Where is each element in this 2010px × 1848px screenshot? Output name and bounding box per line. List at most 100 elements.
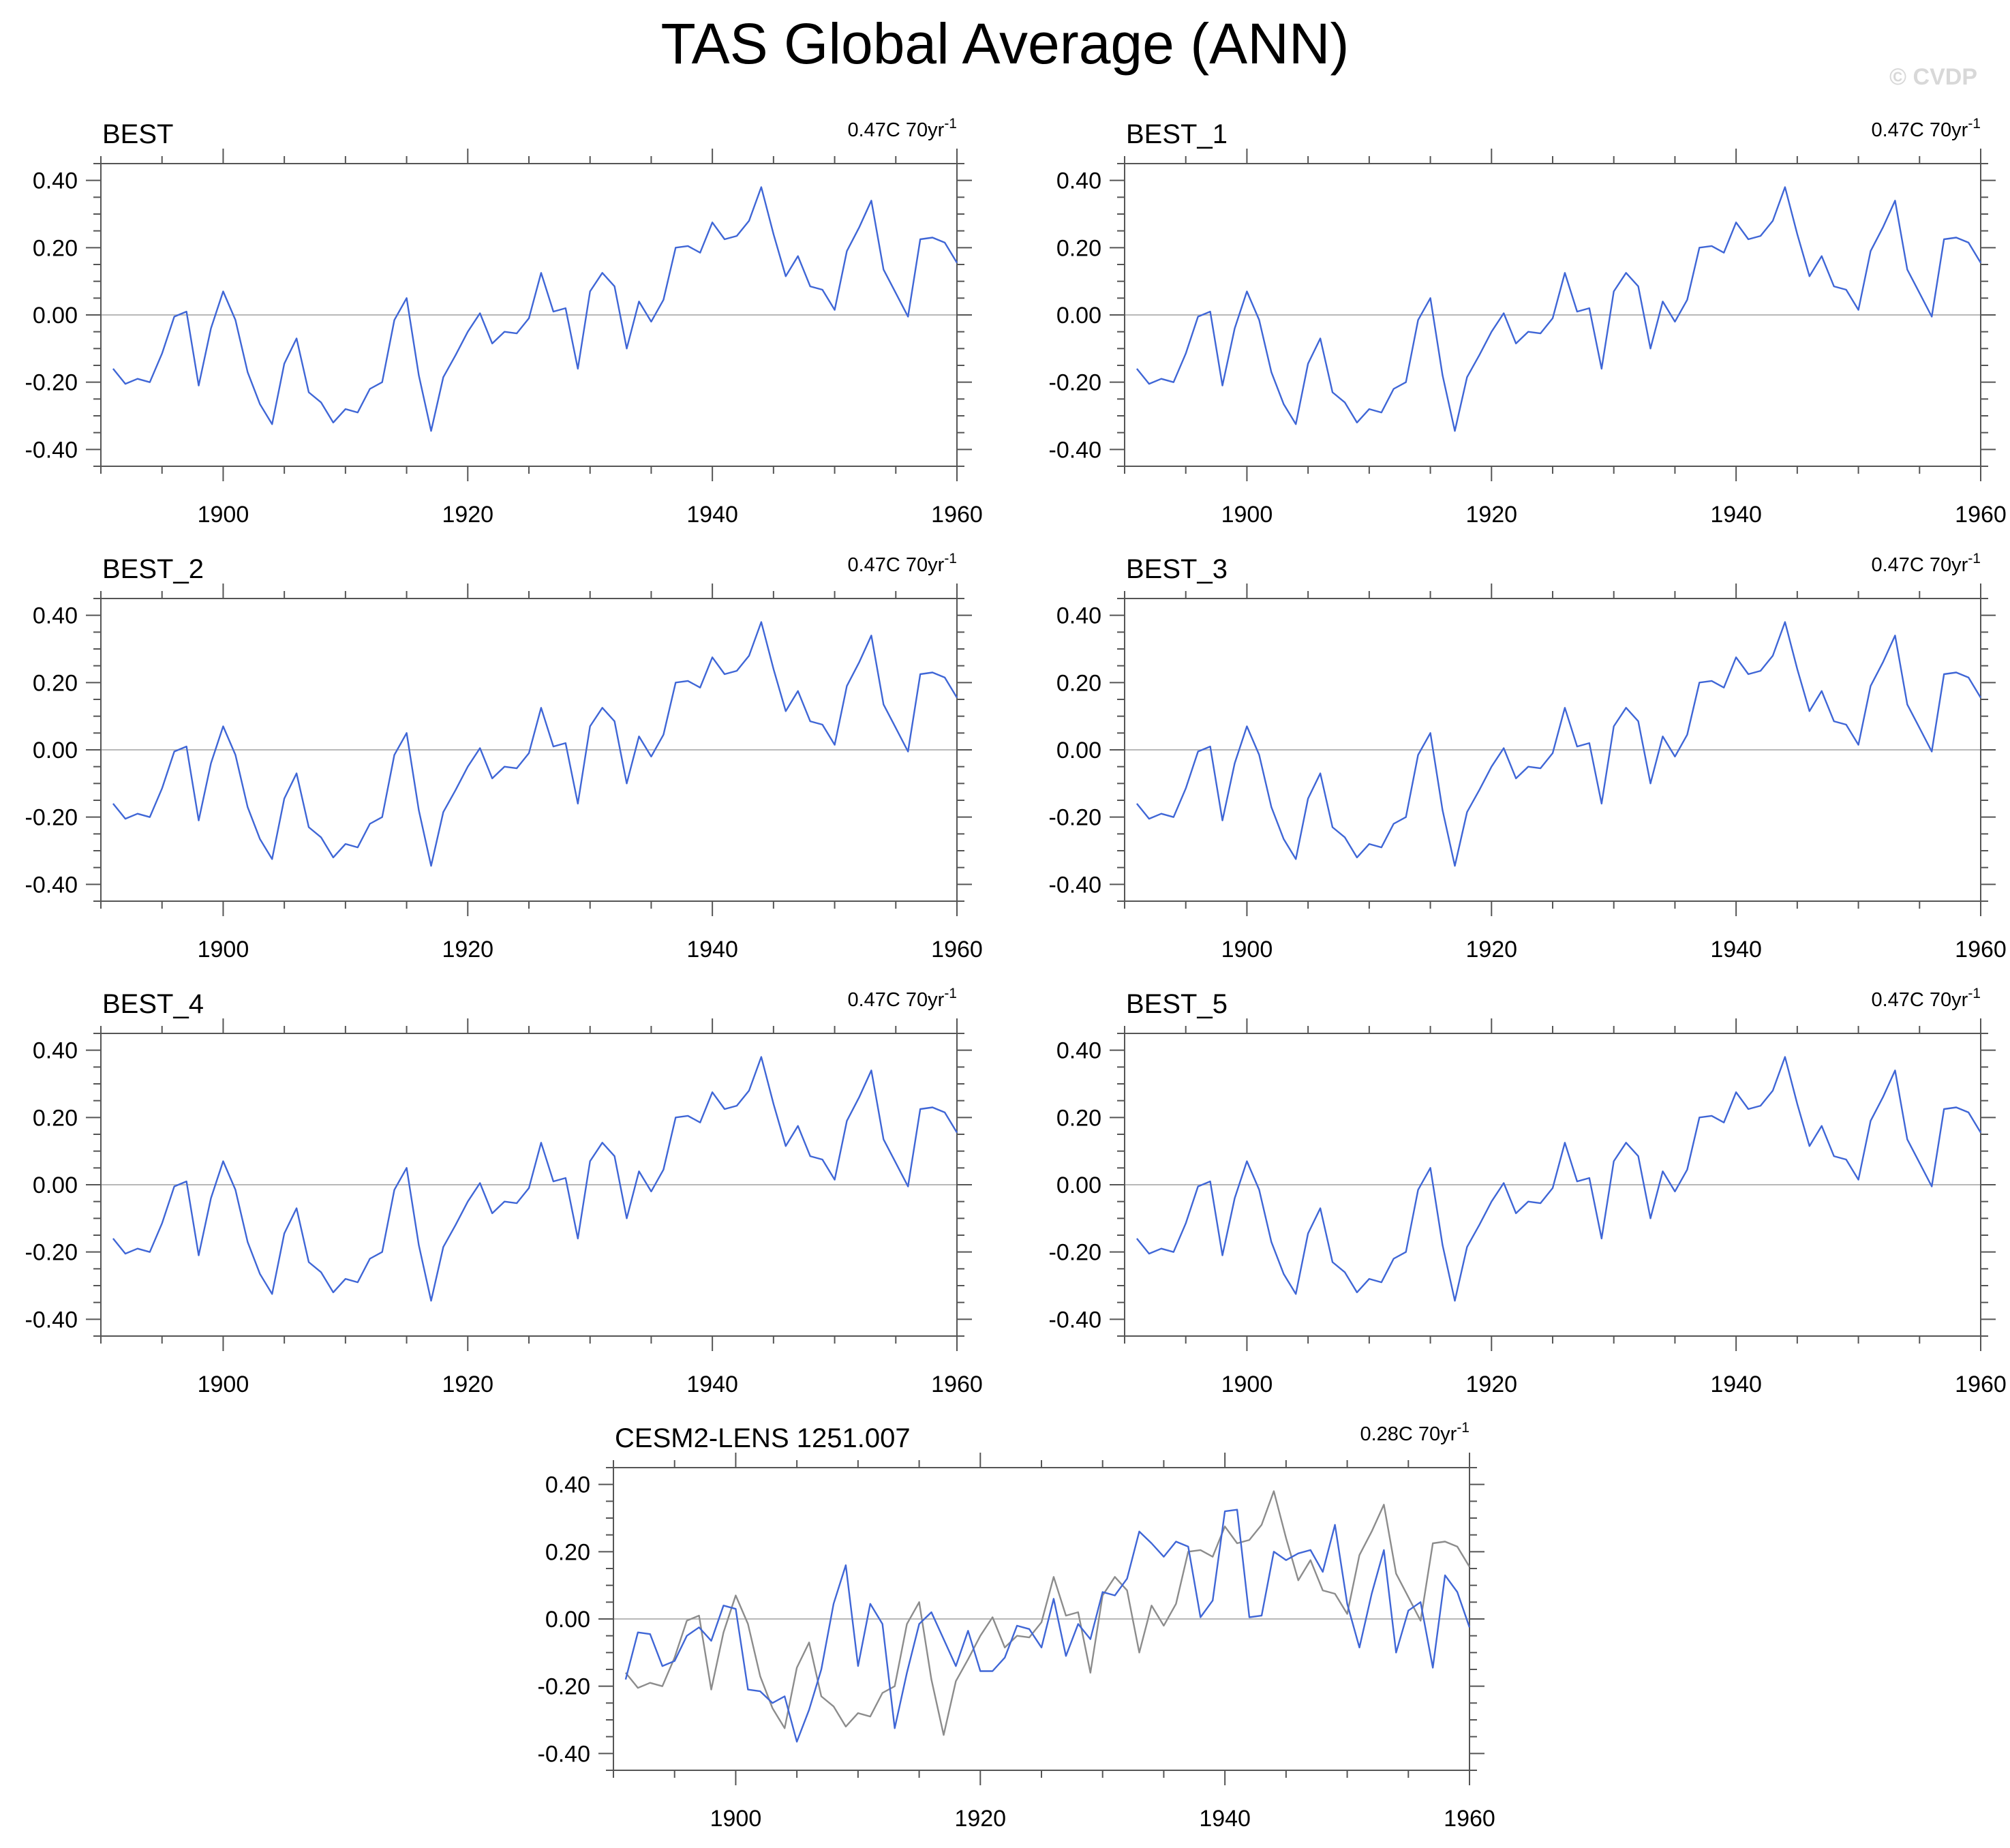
x-tick-label: 1920 (954, 1806, 1006, 1832)
panel-title: BEST_2 (102, 554, 204, 584)
trend-value: 0.47C 70yr (847, 119, 944, 141)
x-tick-label: 1920 (1465, 937, 1517, 963)
panel-title: BEST_4 (102, 989, 204, 1019)
plot-frame (100, 598, 958, 902)
y-tick-label: 0.00 (545, 1607, 590, 1633)
x-tick-label: 1940 (686, 937, 738, 963)
trend-label: 0.28C 70yr-1 (1360, 1420, 1470, 1445)
x-tick-label: 1900 (198, 937, 249, 963)
panel-title: BEST_3 (1126, 554, 1228, 584)
x-tick-label: 1940 (1710, 502, 1762, 528)
x-tick-label: 1920 (1465, 1372, 1517, 1397)
y-tick-label: -0.20 (1049, 1240, 1102, 1266)
trend-units-superscript: -1 (1968, 116, 1981, 132)
x-tick-label: 1960 (1955, 1372, 2007, 1397)
y-tick-label: 0.20 (1056, 235, 1101, 261)
trend-units-superscript: -1 (1457, 1420, 1470, 1436)
y-tick-label: -0.20 (1049, 370, 1102, 396)
y-tick-label: 0.40 (545, 1472, 590, 1498)
panel-title: CESM2-LENS 1251.007 (615, 1423, 911, 1453)
plot-frame (1124, 1033, 1981, 1337)
x-tick-label: 1960 (931, 502, 983, 528)
y-tick-label: -0.20 (25, 805, 78, 831)
model-series-line (112, 1056, 958, 1302)
chart-panel-3: -0.40 -0.20 0.00 0.20 0.40 1900 1920 1940 1960 BE… (25, 551, 983, 963)
y-tick-label: 0.00 (1056, 1172, 1101, 1198)
y-tick-label: -0.40 (538, 1741, 591, 1767)
x-tick-label: 1900 (198, 502, 249, 528)
y-tick-label: -0.20 (1049, 805, 1102, 831)
y-tick-label: 0.40 (33, 603, 78, 629)
y-tick-label: -0.40 (25, 1307, 78, 1333)
y-tick-label: 0.40 (33, 1038, 78, 1064)
y-tick-label: 0.40 (1056, 168, 1101, 194)
trend-label: 0.47C 70yr-1 (847, 986, 957, 1011)
y-tick-label: -0.20 (25, 1240, 78, 1266)
panel-title: BEST_5 (1126, 989, 1228, 1019)
x-tick-label: 1940 (686, 1372, 738, 1397)
x-tick-label: 1960 (931, 1372, 983, 1397)
x-tick-label: 1920 (442, 937, 493, 963)
y-tick-label: -0.20 (25, 370, 78, 396)
x-tick-label: 1900 (1221, 937, 1273, 963)
x-tick-label: 1900 (710, 1806, 762, 1832)
figure-title: TAS Global Average (ANN) (660, 12, 1350, 76)
trend-units-superscript: -1 (944, 551, 957, 566)
plot-frame (613, 1467, 1470, 1771)
y-tick-label: -0.20 (538, 1674, 591, 1700)
panel-title: BEST_1 (1126, 119, 1228, 149)
trend-label: 0.47C 70yr-1 (1871, 986, 1981, 1011)
model-series-line (1136, 621, 1982, 867)
copyright-watermark: © CVDP (1889, 64, 1977, 90)
chart-panel-6: -0.40 -0.20 0.00 0.20 0.40 1900 1920 1940 1960 BE… (1049, 986, 2007, 1397)
panel-title: BEST (102, 119, 173, 149)
trend-label: 0.47C 70yr-1 (847, 116, 957, 141)
y-tick-label: -0.40 (25, 872, 78, 898)
y-tick-label: 0.20 (33, 235, 78, 261)
x-tick-label: 1940 (1710, 937, 1762, 963)
model-series-line (112, 621, 958, 867)
chart-panel-1: -0.40 -0.20 0.00 0.20 0.40 1900 1920 1940 1960 BE… (25, 116, 983, 528)
chart-panel-7: -0.40 -0.20 0.00 0.20 0.40 1900 1920 1940 1960 CE… (538, 1420, 1495, 1832)
x-tick-label: 1940 (1199, 1806, 1251, 1832)
y-tick-label: 0.40 (33, 168, 78, 194)
trend-units-superscript: -1 (1968, 551, 1981, 566)
trend-units-superscript: -1 (944, 116, 957, 132)
y-tick-label: -0.40 (1049, 872, 1102, 898)
y-tick-label: 0.20 (1056, 1105, 1101, 1131)
y-tick-label: 0.40 (1056, 1038, 1101, 1064)
plot-frame (100, 163, 958, 467)
plot-frame (100, 1033, 958, 1337)
model-series-line (1136, 1056, 1982, 1302)
y-tick-label: -0.40 (1049, 437, 1102, 463)
model-series-line (112, 186, 958, 432)
observation-series-line (624, 1490, 1471, 1736)
y-tick-label: 0.20 (1056, 670, 1101, 696)
plot-frame (1124, 163, 1981, 467)
trend-label: 0.47C 70yr-1 (1871, 551, 1981, 576)
y-tick-label: 0.20 (33, 670, 78, 696)
plot-frame (1124, 598, 1981, 902)
y-tick-label: 0.00 (33, 303, 78, 329)
x-tick-label: 1940 (686, 502, 738, 528)
trend-units-superscript: -1 (1968, 986, 1981, 1001)
x-tick-label: 1960 (1955, 502, 2007, 528)
model-series-line (1136, 186, 1982, 432)
trend-value: 0.47C 70yr (847, 989, 944, 1011)
trend-value: 0.47C 70yr (1871, 119, 1968, 141)
x-tick-label: 1960 (1955, 937, 2007, 963)
trend-value: 0.47C 70yr (1871, 554, 1968, 576)
chart-panel-4: -0.40 -0.20 0.00 0.20 0.40 1900 1920 1940 1960 BE… (1049, 551, 2007, 963)
y-tick-label: 0.00 (1056, 303, 1101, 329)
y-tick-label: 0.20 (545, 1539, 590, 1565)
model-series-line (624, 1509, 1471, 1743)
x-tick-label: 1900 (1221, 1372, 1273, 1397)
y-tick-label: 0.00 (33, 738, 78, 763)
trend-label: 0.47C 70yr-1 (847, 551, 957, 576)
x-tick-label: 1940 (1710, 1372, 1762, 1397)
y-tick-label: 0.40 (1056, 603, 1101, 629)
x-tick-label: 1900 (1221, 502, 1273, 528)
x-tick-label: 1960 (931, 937, 983, 963)
x-tick-label: 1920 (1465, 502, 1517, 528)
